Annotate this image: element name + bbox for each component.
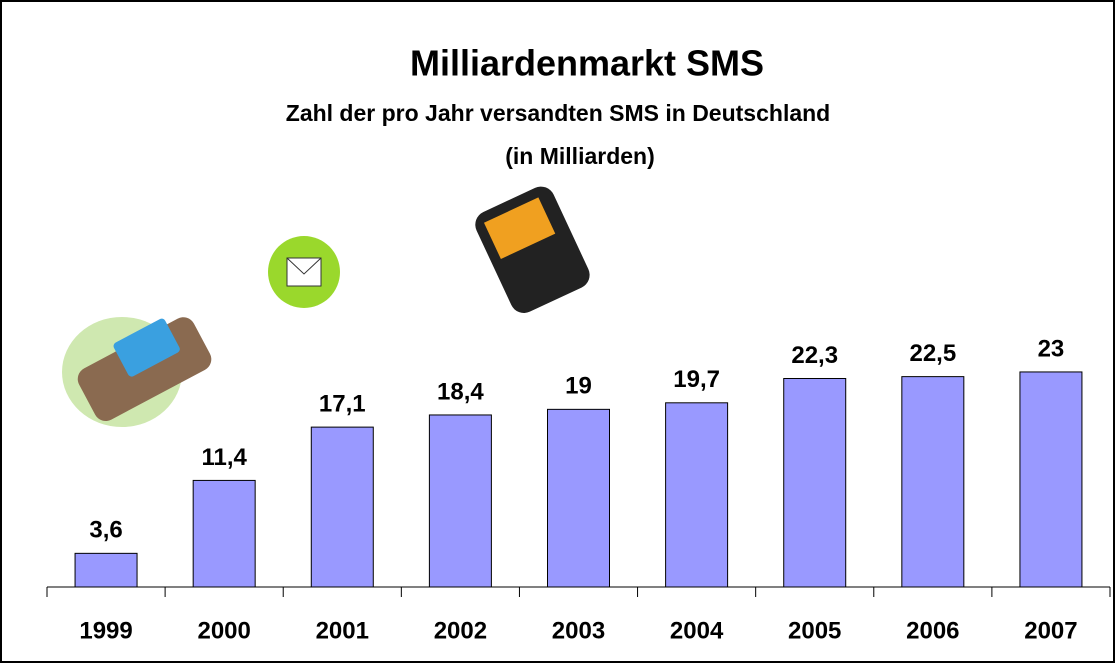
x-tick-label: 2003: [552, 617, 605, 644]
value-label: 23: [1038, 335, 1065, 362]
value-label: 19,7: [673, 366, 720, 393]
sms-icon: [268, 236, 340, 308]
x-tick-label: 2006: [906, 617, 959, 644]
x-tick-label: 2005: [788, 617, 841, 644]
chart: Milliardenmarkt SMS Zahl der pro Jahr ve…: [0, 0, 1115, 663]
x-tick-label: 2002: [434, 617, 487, 644]
value-label: 11,4: [201, 444, 247, 471]
bar: [784, 378, 846, 587]
bar: [193, 480, 255, 587]
bar: [902, 377, 964, 587]
x-tick-label: 2001: [316, 617, 369, 644]
chart-subtitle: (in Milliarden): [505, 143, 655, 169]
value-label: 22,5: [909, 340, 956, 367]
value-label: 3,6: [89, 517, 122, 544]
bar: [311, 427, 373, 587]
page: Milliardenmarkt SMS Zahl der pro Jahr ve…: [0, 0, 1115, 663]
value-label: 18,4: [437, 378, 484, 405]
value-label: 22,3: [791, 342, 838, 369]
x-tick-label: 2000: [197, 617, 250, 644]
value-label: 17,1: [319, 390, 366, 417]
bar: [75, 553, 137, 587]
bar: [548, 409, 610, 587]
chart-title: Milliardenmarkt SMS: [410, 43, 764, 84]
chart-subtitle: Zahl der pro Jahr versandten SMS in Deut…: [286, 100, 830, 126]
bar: [666, 403, 728, 587]
bar: [1020, 372, 1082, 587]
x-tick-label: 2004: [670, 617, 724, 644]
value-label: 19: [565, 373, 592, 400]
x-tick-label: 2007: [1024, 617, 1077, 644]
bar: [429, 415, 491, 587]
x-tick-label: 1999: [79, 617, 132, 644]
